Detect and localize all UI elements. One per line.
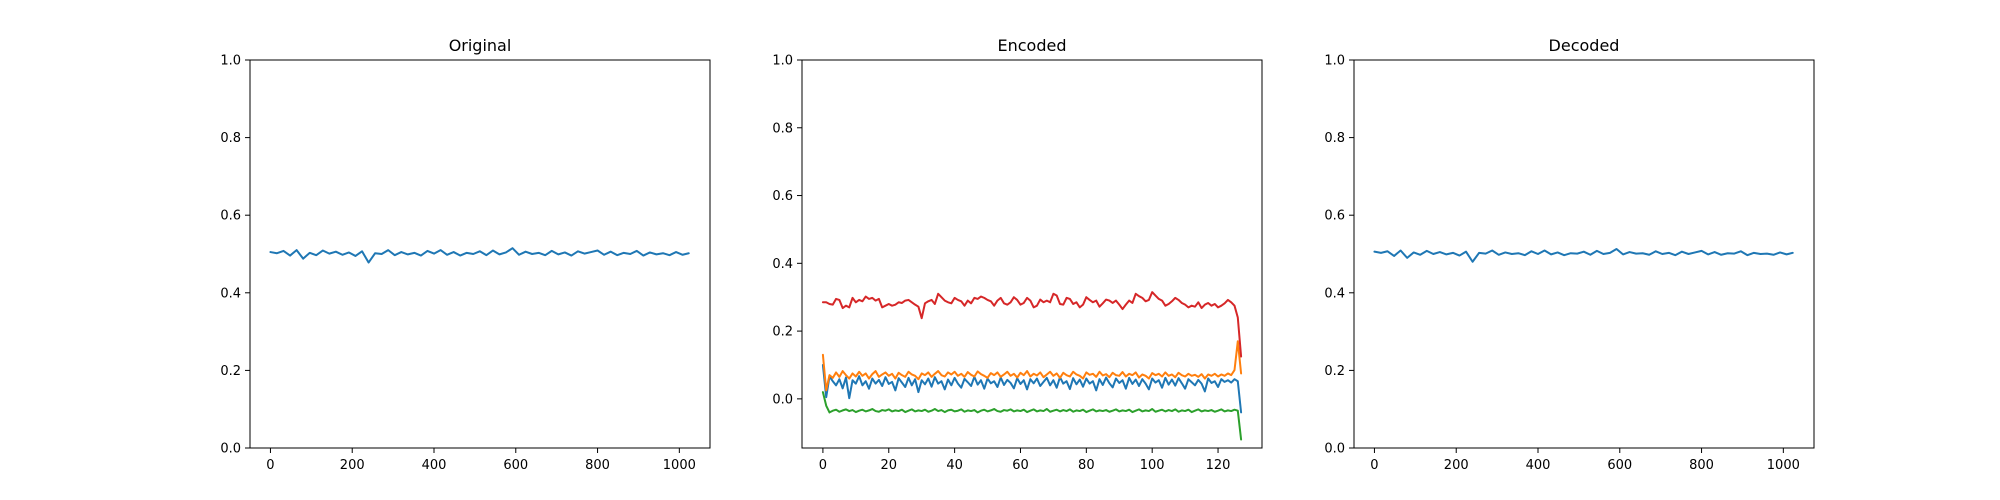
x-tick-label-encoded: 20 bbox=[880, 458, 897, 473]
y-tick-label-original: 0.2 bbox=[220, 364, 241, 379]
x-tick-label-encoded: 80 bbox=[1078, 458, 1095, 473]
y-tick-label-decoded: 0.0 bbox=[1324, 442, 1345, 457]
x-tick-label-encoded: 0 bbox=[819, 458, 827, 473]
x-tick-label-original: 600 bbox=[503, 458, 528, 473]
chart-original: Original 0 200 400 600 800 1000 0.0 0.2 0.4 0.6 0.… bbox=[220, 36, 711, 473]
x-tick-label-decoded: 200 bbox=[1444, 458, 1469, 473]
chart-encoded-marks bbox=[821, 291, 1243, 441]
x-tick-label-decoded: 800 bbox=[1689, 458, 1714, 473]
x-tick-label-decoded: 600 bbox=[1607, 458, 1632, 473]
plot-area-decoded bbox=[1354, 60, 1814, 448]
x-tick-label-encoded: 60 bbox=[1012, 458, 1029, 473]
series-line-encoded-1 bbox=[821, 363, 1243, 414]
chart-decoded-marks bbox=[1373, 247, 1794, 263]
y-tick-label-encoded: 0.6 bbox=[772, 189, 793, 204]
y-tick-label-decoded: 0.2 bbox=[1324, 364, 1345, 379]
x-tick-label-encoded: 40 bbox=[946, 458, 963, 473]
axes-frame-encoded bbox=[801, 59, 1263, 449]
y-tick-label-original: 0.0 bbox=[220, 442, 241, 457]
chart-title-decoded: Decoded bbox=[1549, 36, 1620, 55]
y-tick-label-decoded: 1.0 bbox=[1324, 54, 1345, 69]
y-tick-label-encoded: 0.0 bbox=[772, 392, 793, 407]
x-tick-label-decoded: 0 bbox=[1370, 458, 1378, 473]
y-tick-label-decoded: 0.6 bbox=[1324, 209, 1345, 224]
y-tick-label-decoded: 0.8 bbox=[1324, 131, 1345, 146]
chart-title-encoded: Encoded bbox=[998, 36, 1067, 55]
series-line-original-1 bbox=[269, 247, 690, 264]
chart-title-original: Original bbox=[449, 36, 512, 55]
x-tick-label-original: 200 bbox=[340, 458, 365, 473]
y-tick-label-original: 0.6 bbox=[220, 209, 241, 224]
x-tick-label-encoded: 120 bbox=[1206, 458, 1231, 473]
x-tick-label-original: 800 bbox=[585, 458, 610, 473]
x-tick-label-original: 1000 bbox=[663, 458, 696, 473]
x-tick-label-original: 0 bbox=[266, 458, 274, 473]
series-line-decoded-1 bbox=[1373, 247, 1794, 263]
y-tick-label-original: 1.0 bbox=[220, 54, 241, 69]
y-tick-label-encoded: 0.4 bbox=[772, 257, 793, 272]
y-tick-label-original: 0.8 bbox=[220, 131, 241, 146]
x-tick-label-original: 400 bbox=[422, 458, 447, 473]
x-tick-label-decoded: 1000 bbox=[1767, 458, 1800, 473]
chart-encoded: Encoded 0 20 40 60 80 100 120 0.0 0.2 0.4 0.6 0.8 1.… bbox=[772, 36, 1263, 473]
y-tick-label-encoded: 0.2 bbox=[772, 325, 793, 340]
axes-frame-decoded bbox=[1353, 59, 1815, 449]
plot-area-original bbox=[250, 60, 710, 448]
y-tick-label-decoded: 0.4 bbox=[1324, 286, 1345, 301]
series-line-encoded-3 bbox=[821, 391, 1243, 441]
chart-original-marks bbox=[269, 247, 690, 264]
plot-area-encoded bbox=[802, 60, 1262, 448]
y-tick-label-original: 0.4 bbox=[220, 286, 241, 301]
y-tick-label-encoded: 0.8 bbox=[772, 121, 793, 136]
series-line-encoded-4 bbox=[821, 291, 1243, 358]
series-line-encoded-2 bbox=[821, 340, 1243, 392]
x-tick-label-encoded: 100 bbox=[1140, 458, 1165, 473]
x-tick-label-decoded: 400 bbox=[1526, 458, 1551, 473]
y-tick-label-encoded: 1.0 bbox=[772, 54, 793, 69]
axes-frame-original bbox=[249, 59, 711, 449]
chart-decoded: Decoded 0 200 400 600 800 1000 0.0 0.2 0.4 0.6 0.8… bbox=[1324, 36, 1815, 473]
